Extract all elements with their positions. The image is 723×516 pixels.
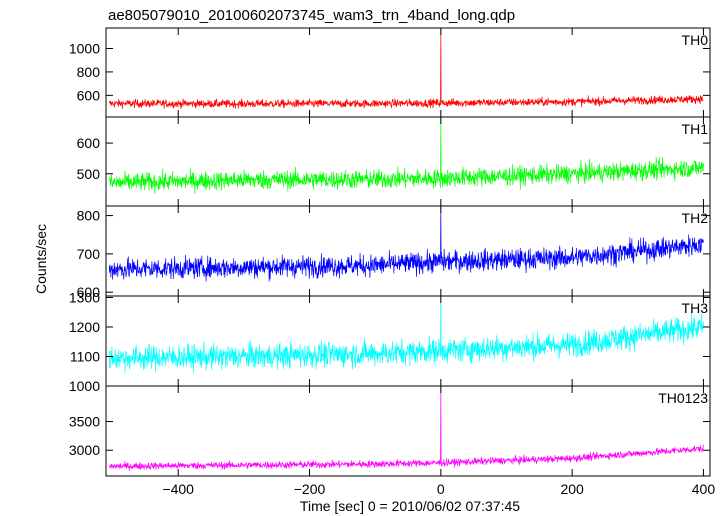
y-tick-label: 1300 <box>69 289 100 305</box>
chart-title: ae805079010_20100602073745_wam3_trn_4ban… <box>108 7 515 24</box>
y-tick-label: 600 <box>77 135 101 151</box>
series-line-th0123 <box>109 385 704 471</box>
y-tick-label: 600 <box>77 87 101 103</box>
y-tick-label: 800 <box>77 208 101 224</box>
panel-label-th0123: TH0123 <box>658 390 708 406</box>
x-tick-label: 400 <box>692 481 716 497</box>
y-tick-label: 3500 <box>69 414 100 430</box>
panel-frame-th0123 <box>105 385 711 477</box>
panel-label-th1: TH1 <box>682 121 709 137</box>
series-line-th1 <box>108 116 704 194</box>
x-tick-label: −200 <box>294 481 326 497</box>
panels-group: 600 800 1000 TH0 500 600 TH1 600 700 800 TH2 1000 11… <box>69 27 716 497</box>
y-tick-label: 1100 <box>70 348 100 364</box>
y-tick-label: 1200 <box>69 319 100 335</box>
y-tick-label: 600 <box>77 284 101 300</box>
series-line-th2 <box>108 205 704 282</box>
panel-frame-th1 <box>105 116 711 207</box>
x-tick-label: 0 <box>437 481 445 497</box>
x-tick-label: −400 <box>162 481 194 497</box>
y-tick-label: 3000 <box>69 442 100 458</box>
panel-label-th0: TH0 <box>682 32 709 48</box>
series-line-th0 <box>108 27 704 109</box>
y-tick-label: 1000 <box>69 40 100 56</box>
y-tick-label: 800 <box>77 64 101 80</box>
y-axis-label: Counts/sec <box>33 224 49 294</box>
y-tick-label: 700 <box>77 246 101 262</box>
y-tick-label: 500 <box>77 166 101 182</box>
panel-label-th2: TH2 <box>682 210 709 226</box>
x-tick-label: 200 <box>560 481 584 497</box>
panel-label-th3: TH3 <box>682 300 709 316</box>
y-tick-label: 1000 <box>69 378 100 394</box>
series-line-th3 <box>108 295 704 374</box>
x-axis-label: Time [sec] 0 = 2010/06/02 07:37:45 <box>300 498 520 514</box>
